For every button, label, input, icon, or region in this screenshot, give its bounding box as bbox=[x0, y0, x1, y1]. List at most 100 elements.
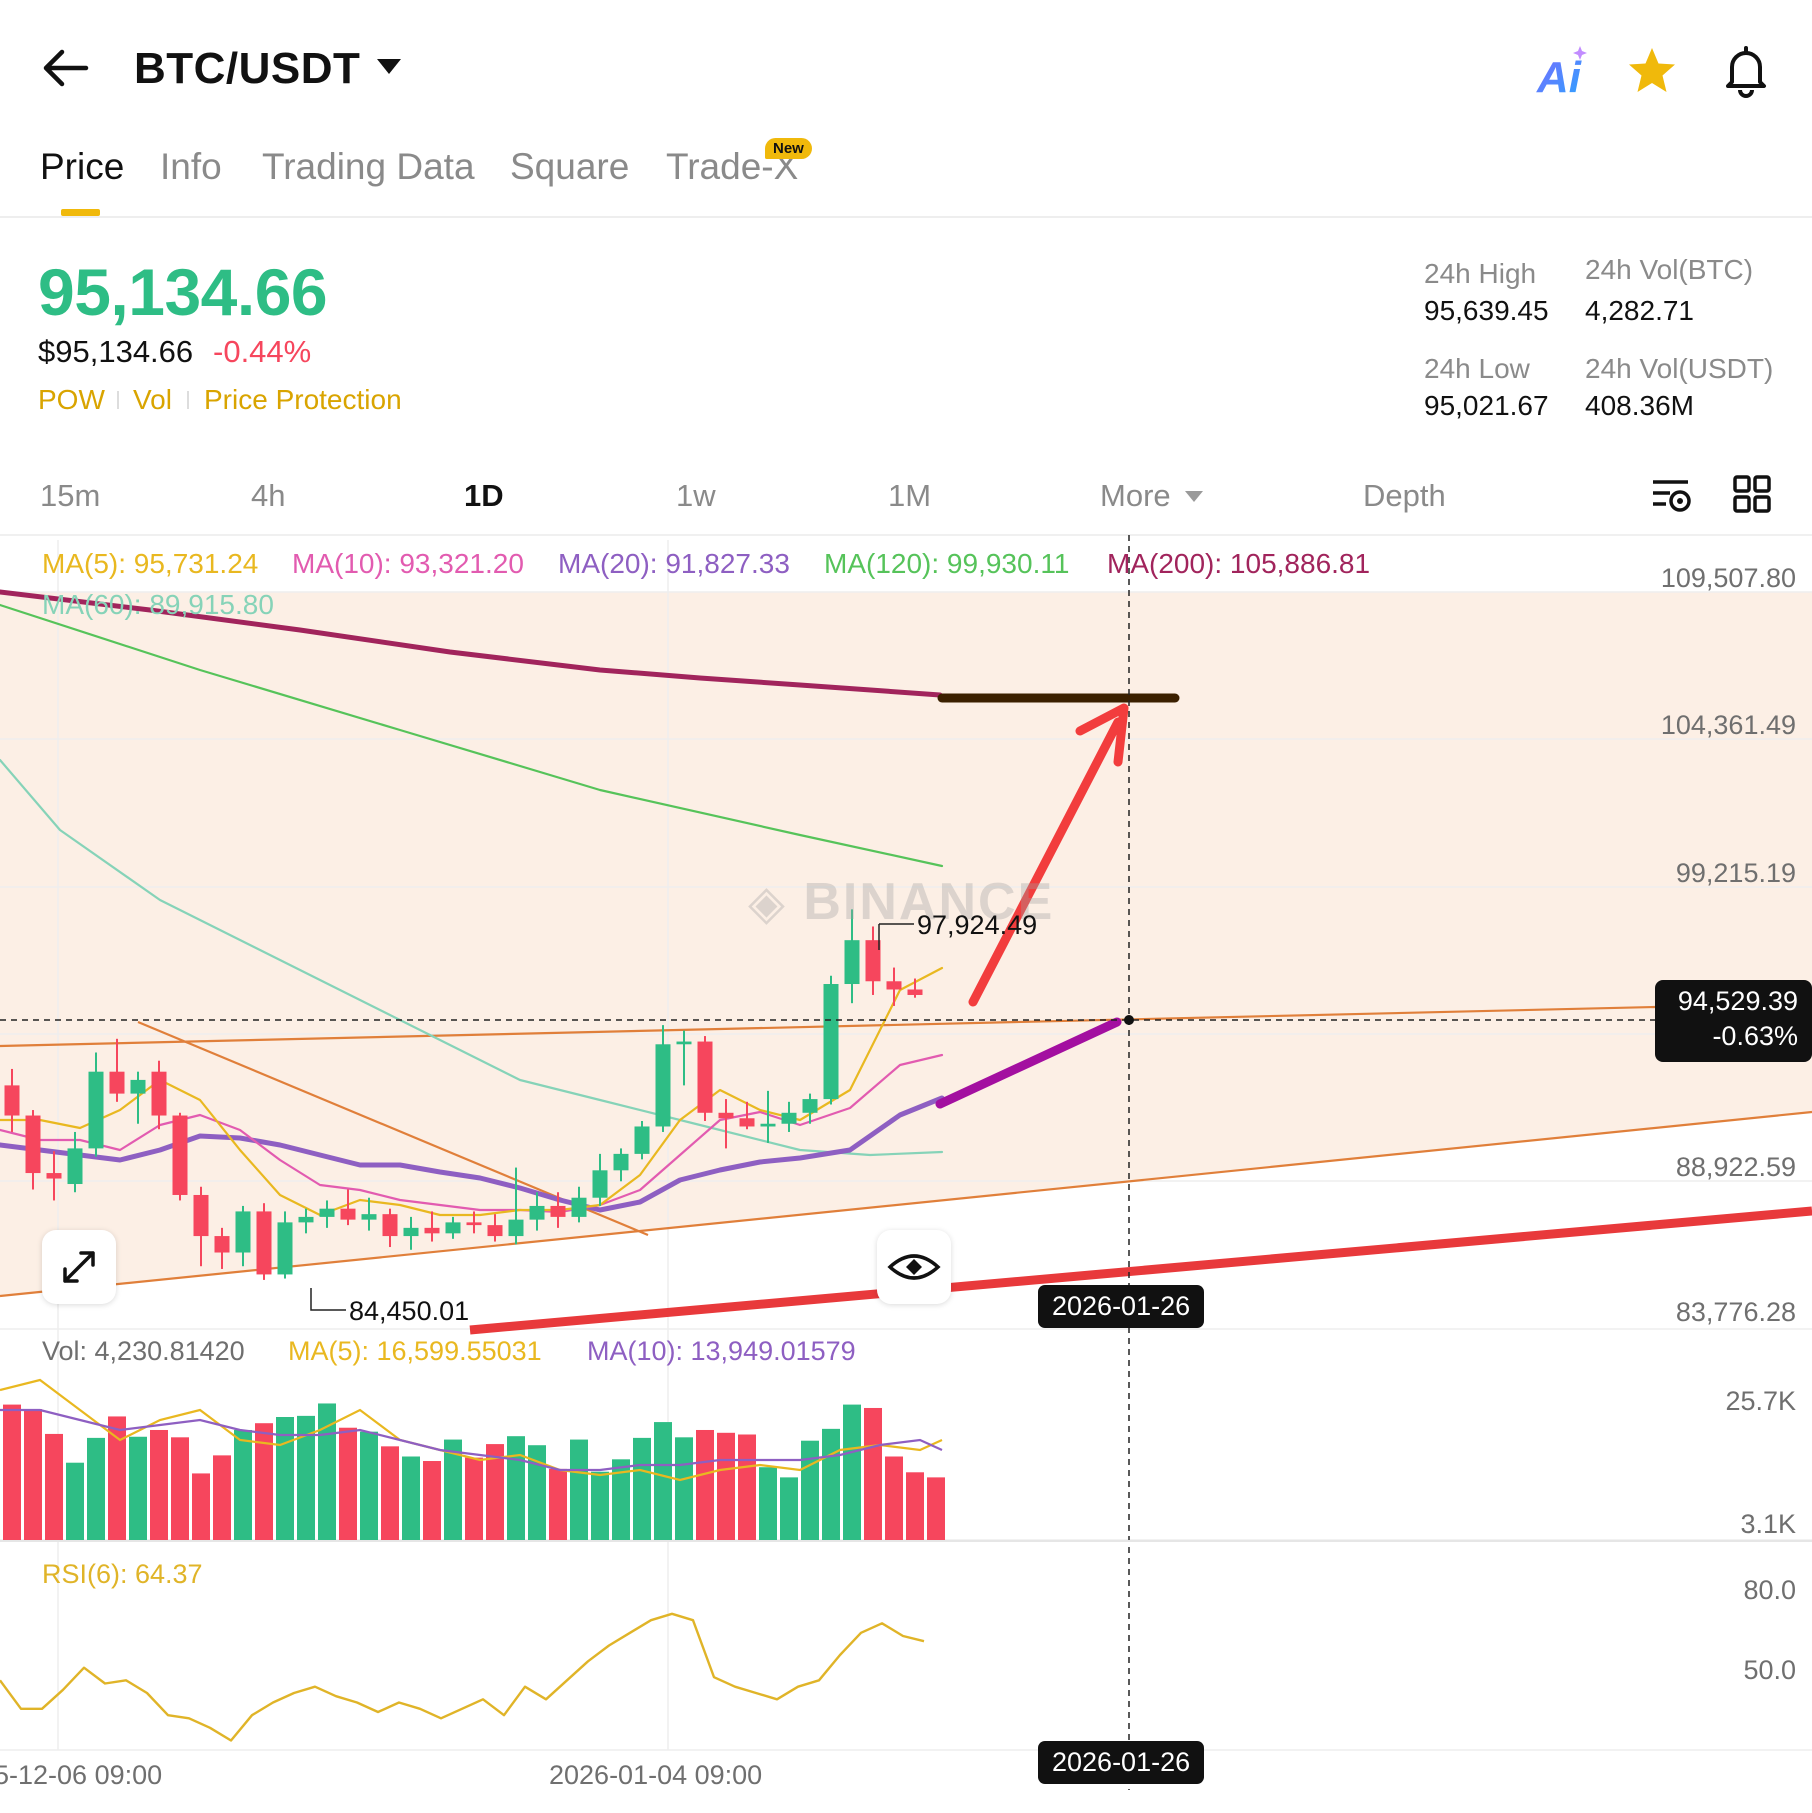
price-axis-label: 104,361.49 bbox=[1660, 710, 1796, 740]
interval-4h[interactable]: 4h bbox=[251, 478, 286, 513]
bell-icon[interactable] bbox=[1718, 42, 1774, 98]
candle-body bbox=[403, 1227, 419, 1237]
volume-axis-label: 25.7K bbox=[1725, 1386, 1796, 1416]
volume-bar bbox=[360, 1431, 378, 1540]
candle bbox=[760, 1090, 776, 1143]
candle bbox=[655, 1025, 671, 1132]
candle-body bbox=[88, 1071, 104, 1149]
grid-lines bbox=[0, 540, 1812, 1751]
candle bbox=[844, 909, 860, 1004]
candle bbox=[676, 1030, 692, 1086]
candle bbox=[697, 1036, 713, 1122]
price-protection-link[interactable]: Price Protection bbox=[204, 384, 402, 415]
24h-vol-usdt-label: 24h Vol(USDT) bbox=[1585, 353, 1774, 384]
candle-body bbox=[298, 1216, 314, 1223]
tag-separator bbox=[187, 391, 189, 409]
volume-ma10-line bbox=[0, 1408, 943, 1472]
candle bbox=[382, 1208, 398, 1248]
new-badge: New bbox=[765, 138, 812, 159]
fullscreen-expand-button[interactable] bbox=[42, 1230, 116, 1304]
candle-body bbox=[634, 1126, 650, 1154]
period-high-label: 97,924.49 bbox=[917, 910, 1038, 940]
candle bbox=[571, 1186, 587, 1223]
candle bbox=[508, 1167, 524, 1245]
ma60-line bbox=[0, 758, 944, 1157]
pow-tag-link[interactable]: POW bbox=[38, 384, 105, 415]
volume-bar bbox=[108, 1416, 126, 1540]
volume-bar bbox=[570, 1439, 588, 1540]
drawing-shaded-zone bbox=[0, 592, 1812, 1296]
interval-15m[interactable]: 15m bbox=[40, 478, 101, 513]
tab-price[interactable]: Price bbox=[40, 146, 125, 187]
volume-bar bbox=[822, 1428, 840, 1540]
candle bbox=[424, 1211, 440, 1242]
candle bbox=[907, 978, 923, 998]
volume-bar bbox=[381, 1446, 399, 1540]
candle-body bbox=[424, 1227, 440, 1234]
candle-body bbox=[340, 1208, 356, 1220]
rsi-axis-label: 50.0 bbox=[1743, 1655, 1796, 1685]
volume-bar bbox=[129, 1436, 147, 1540]
volume-bar bbox=[276, 1417, 294, 1540]
last-price: 95,134.66 bbox=[38, 255, 328, 329]
candle-body bbox=[781, 1112, 797, 1124]
ma120-line bbox=[0, 603, 944, 868]
candle bbox=[802, 1093, 818, 1124]
ai-assistant-icon[interactable]: Ai bbox=[1535, 42, 1591, 102]
ma10-legend: MA(10): 93,321.20 bbox=[292, 548, 524, 579]
candle bbox=[445, 1216, 461, 1239]
candle bbox=[67, 1131, 83, 1193]
candle-body bbox=[655, 1044, 671, 1127]
candle-body bbox=[277, 1222, 293, 1275]
interval-1w[interactable]: 1w bbox=[676, 478, 716, 513]
interval-1m[interactable]: 1M bbox=[888, 478, 932, 513]
crosshair-point bbox=[1124, 1015, 1134, 1025]
tab-square[interactable]: Square bbox=[510, 146, 630, 187]
depth-tab[interactable]: Depth bbox=[1363, 478, 1446, 513]
volume-bar bbox=[339, 1427, 357, 1540]
vol-tag-link[interactable]: Vol bbox=[133, 384, 172, 415]
time-axis-label: 5-12-06 09:00 bbox=[0, 1760, 163, 1790]
candle bbox=[46, 1151, 62, 1201]
favorite-star-icon[interactable] bbox=[1624, 44, 1680, 100]
volume-ma5-legend: MA(5): 16,599.55031 bbox=[288, 1336, 542, 1366]
volume-bars bbox=[3, 1403, 945, 1540]
grid-layout-icon[interactable] bbox=[1732, 474, 1772, 519]
candle-body bbox=[319, 1208, 335, 1217]
volume-bar bbox=[906, 1472, 924, 1540]
indicator-settings-icon[interactable] bbox=[1650, 474, 1692, 521]
interval-1d[interactable]: 1D bbox=[464, 478, 504, 513]
candle bbox=[298, 1208, 314, 1234]
tab-info[interactable]: Info bbox=[160, 146, 222, 187]
candles bbox=[4, 909, 923, 1280]
volume-bar bbox=[213, 1455, 231, 1540]
volume-bar bbox=[45, 1433, 63, 1540]
price-change-percent: -0.44% bbox=[213, 334, 312, 369]
volume-bar bbox=[864, 1407, 882, 1540]
candle-body bbox=[130, 1079, 146, 1094]
tab-trading-data[interactable]: Trading Data bbox=[262, 146, 475, 187]
toggle-drawings-button[interactable] bbox=[877, 1230, 951, 1304]
chevron-down-icon[interactable] bbox=[376, 58, 402, 81]
volume-bar bbox=[318, 1403, 336, 1540]
volume-bar bbox=[24, 1409, 42, 1540]
red-trendline-drawing bbox=[469, 1206, 1812, 1335]
candle-body bbox=[550, 1205, 566, 1217]
price-axis-label: 99,215.19 bbox=[1675, 858, 1796, 888]
more-caret-icon[interactable] bbox=[1184, 490, 1204, 509]
price-axis-label: 88,922.59 bbox=[1675, 1152, 1796, 1182]
volume-bar bbox=[885, 1456, 903, 1540]
candle-body bbox=[697, 1041, 713, 1113]
candle bbox=[781, 1101, 797, 1132]
interval-more[interactable]: More bbox=[1100, 478, 1171, 513]
24h-low-value: 95,021.67 bbox=[1424, 390, 1549, 421]
back-arrow-icon[interactable] bbox=[38, 40, 94, 96]
volume-bar bbox=[507, 1436, 525, 1540]
crosshair-date-tag: 2026-01-26 bbox=[1038, 1285, 1205, 1328]
candle-body bbox=[235, 1211, 251, 1253]
trading-pair-title[interactable]: BTC/USDT bbox=[134, 44, 361, 93]
candle-body bbox=[214, 1236, 230, 1253]
candle-body bbox=[67, 1148, 83, 1185]
volume-bar bbox=[3, 1404, 21, 1540]
